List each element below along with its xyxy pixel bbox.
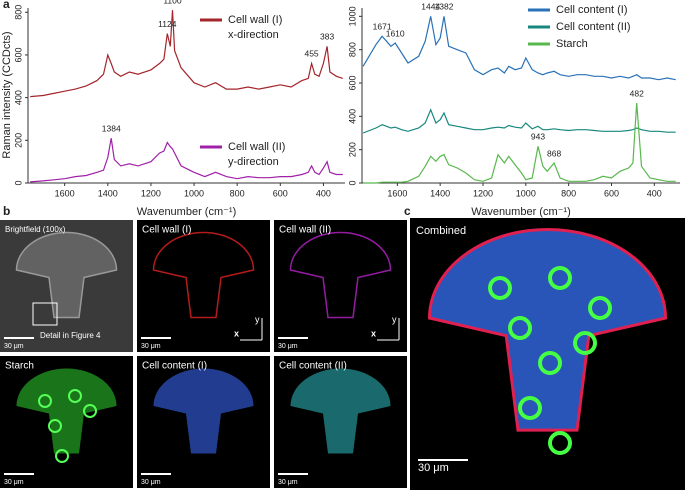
cell-shape (15, 231, 118, 319)
x-tick-label: 400 (647, 188, 662, 198)
scale-bar-label: 30 μm (141, 343, 161, 350)
y-tick-label: 800 (347, 42, 357, 57)
starch-grain (548, 431, 572, 455)
x-tick-label: 1200 (141, 188, 161, 198)
legend-label: Cell content (I) (556, 4, 628, 16)
starch-grain (55, 449, 69, 463)
peak-label: 1100 (163, 0, 182, 5)
y-tick-label: 0 (347, 180, 357, 185)
y-tick-label: 400 (13, 90, 23, 105)
x-tick-label: 1600 (55, 188, 75, 198)
spectrum-line (30, 138, 343, 183)
x-tick-label: 400 (316, 188, 331, 198)
y-tick-label: 800 (13, 5, 23, 20)
image-title: Combined (416, 225, 466, 237)
legend-direction: x-direction (228, 29, 279, 41)
x-axis-label: Wavenumber (cm⁻¹) (137, 206, 237, 218)
x-tick-label: 1200 (473, 188, 493, 198)
y-tick-label: 400 (347, 109, 357, 124)
peak-label: 943 (531, 132, 545, 142)
axis-indicator: y (255, 314, 260, 324)
x-tick-label: 800 (561, 188, 576, 198)
legend-label: Starch (556, 38, 588, 50)
cell-shape (427, 228, 668, 432)
image-title: Cell wall (II) (279, 225, 331, 236)
peak-label: 1384 (102, 123, 121, 133)
detail-box (32, 302, 58, 326)
y-tick-label: 600 (347, 75, 357, 90)
peak-label: 868 (547, 148, 561, 158)
peak-label: 1444 (421, 2, 440, 12)
y-tick-label: 1000 (347, 6, 357, 26)
starch-grain (538, 351, 562, 375)
scale-bar-label: 30 μm (418, 462, 449, 474)
image-title: Brightfield (100x) (5, 225, 66, 234)
starch-grain (38, 394, 52, 408)
spectrum-line (30, 10, 343, 98)
starch-grain (68, 389, 82, 403)
axis-indicator: x (371, 328, 376, 338)
scale-bar-label: 30 μm (4, 343, 24, 350)
x-tick-label: 1400 (98, 188, 118, 198)
starch-grain (508, 316, 532, 340)
starch-grain (488, 276, 512, 300)
image (137, 220, 270, 352)
panel-label: c (404, 204, 411, 218)
x-tick-label: 1000 (184, 188, 204, 198)
y-tick-label: 200 (13, 133, 23, 148)
cell-shape (152, 231, 255, 319)
peak-label: 383 (320, 32, 334, 42)
peak-label: 1610 (386, 28, 405, 38)
spectrum-line (362, 108, 676, 134)
axis-indicator: x (234, 328, 239, 338)
peak-label: 455 (304, 49, 318, 59)
panel-label: b (3, 204, 10, 218)
starch-grain (518, 396, 542, 420)
x-tick-label: 1400 (430, 188, 450, 198)
peak-label: 1382 (435, 2, 454, 12)
image-title: Cell content (I) (142, 361, 207, 372)
peak-label: 482 (630, 88, 644, 98)
x-tick-label: 800 (230, 188, 245, 198)
cell-shape (290, 368, 391, 454)
cell-shape (289, 231, 392, 319)
scale-bar-label: 30 μm (278, 479, 298, 486)
spectrum-line (362, 16, 676, 81)
y-axis-label: Raman intensity (CCDcts) (1, 31, 13, 158)
scale-bar-label: 30 μm (278, 343, 298, 350)
cell-shape (16, 368, 117, 454)
legend-label: Cell content (II) (556, 21, 631, 33)
peak-label: 1671 (373, 22, 392, 32)
cell-shape (153, 368, 254, 454)
x-axis-label: Wavenumber (cm⁻¹) (471, 206, 571, 218)
starch-grain (48, 419, 62, 433)
scale-bar-label: 30 μm (4, 479, 24, 486)
spectrum-line (363, 102, 676, 184)
detail-note: Detail in Figure 4 (40, 331, 101, 340)
axis-indicator: y (392, 314, 397, 324)
x-tick-label: 1000 (516, 188, 536, 198)
legend-label: Cell wall (II) (228, 141, 285, 153)
peak-label: 1124 (158, 19, 177, 29)
starch-grain (548, 266, 572, 290)
x-tick-label: 600 (604, 188, 619, 198)
x-tick-label: 1600 (387, 188, 407, 198)
y-tick-label: 0 (13, 180, 23, 185)
image-title: Starch (5, 361, 34, 372)
starch-grain (573, 331, 597, 355)
y-tick-label: 200 (347, 142, 357, 157)
image (274, 220, 407, 352)
legend-direction: y-direction (228, 156, 279, 168)
scale-bar-label: 30 μm (141, 479, 161, 486)
x-tick-label: 600 (273, 188, 288, 198)
image-title: Cell wall (I) (142, 225, 191, 236)
image-title: Cell content (II) (279, 361, 347, 372)
starch-grain (588, 296, 612, 320)
legend-label: Cell wall (I) (228, 14, 282, 26)
starch-grain (83, 404, 97, 418)
panel-label: a (3, 0, 10, 11)
y-tick-label: 600 (13, 47, 23, 62)
